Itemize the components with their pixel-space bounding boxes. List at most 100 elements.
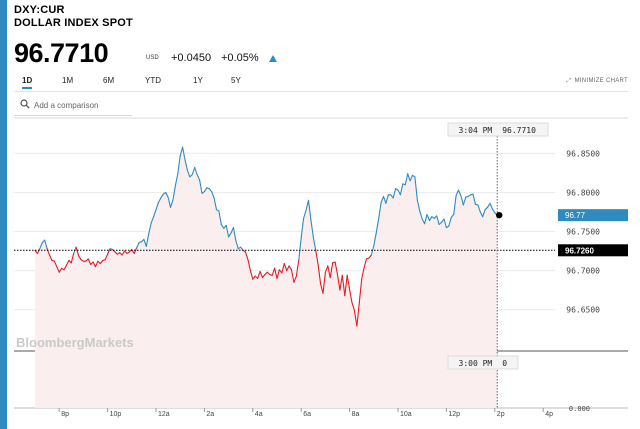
price-line-segment [349, 288, 353, 304]
price-line-segment [56, 266, 60, 273]
price-line-segment [329, 262, 334, 279]
price-line-segment [259, 270, 264, 279]
price-line-segment [382, 195, 387, 204]
tab-1y[interactable]: 1Y [193, 76, 203, 85]
price-line-segment [448, 216, 452, 227]
tab-1m[interactable]: 1M [62, 76, 74, 85]
price-line-segment [336, 273, 341, 291]
x-tick-label: 12p [448, 411, 460, 418]
x-tick-label: 6a [303, 411, 311, 418]
y-tick-label: 96.7000 [566, 267, 600, 276]
price-line-segment [300, 217, 305, 239]
price-line-segment [220, 223, 225, 229]
price-line-segment [320, 283, 324, 294]
price-line-segment [114, 251, 118, 255]
minimize-chart-button[interactable]: ⤢ MINIMIZE CHART [566, 78, 628, 85]
price-line-segment [240, 246, 244, 251]
price-line-segment [261, 273, 266, 279]
price-line-segment [317, 263, 322, 285]
price-line-segment [48, 254, 53, 261]
price-line-segment [196, 173, 201, 181]
price-line-segment [486, 202, 491, 208]
price-line-segment [94, 260, 99, 268]
x-tick-label: 10p [110, 411, 122, 418]
price-line-segment [97, 260, 101, 265]
price-line-segment [203, 187, 208, 193]
x-tick-label: 2a [206, 411, 214, 418]
price-line-segment [53, 260, 58, 268]
search-icon [20, 99, 30, 109]
tab-1d[interactable]: 1D [22, 76, 33, 89]
price-line-segment [153, 209, 157, 218]
price-line-segment [407, 173, 411, 182]
price-line-segment [165, 191, 169, 198]
price-line-segment [315, 249, 319, 265]
price-line-segment [310, 219, 314, 238]
price-line-segment [39, 241, 43, 250]
price-line-segment [107, 248, 111, 255]
price-line-segment [58, 267, 63, 273]
price-line-segment [479, 211, 484, 218]
price-line-segment [75, 246, 80, 257]
price-line-segment [453, 195, 457, 215]
price-line-segment [65, 259, 70, 266]
price-line-segment [303, 209, 307, 219]
price-line-segment [247, 259, 251, 272]
price-line-segment [179, 146, 184, 157]
y-tick-label: 96.8500 [566, 149, 600, 158]
price-line-segment [368, 254, 372, 259]
crosshair-label-box [447, 122, 549, 137]
price-line-segment [450, 213, 455, 219]
comparison-input[interactable] [34, 97, 130, 113]
price-line-segment [148, 222, 152, 235]
price-line-segment [322, 271, 326, 294]
price-line-segment [249, 270, 254, 280]
price-line-segment [123, 250, 128, 254]
security-name: DOLLAR INDEX SPOT [14, 17, 133, 29]
price-line-segment [266, 271, 271, 276]
price-line-segment [155, 202, 159, 211]
price-line-segment [356, 302, 360, 327]
price-line-segment [460, 195, 464, 206]
price-line-segment [424, 213, 428, 225]
price-line-segment [392, 188, 397, 199]
price-line-segment [143, 238, 147, 247]
price-line-segment [298, 237, 302, 261]
volume-label-box [447, 355, 519, 370]
x-tick-label: 4p [545, 411, 553, 418]
price-line-segment [397, 189, 401, 196]
minimize-chart-label: MINIMIZE CHART [574, 78, 628, 84]
up-arrow-icon [269, 55, 277, 62]
x-tick-label: 8a [352, 411, 360, 418]
price-line-segment [290, 269, 295, 283]
price-line-segment [46, 248, 51, 256]
price-line-segment [208, 188, 213, 193]
accent-bar [0, 0, 7, 429]
price-line-segment [157, 197, 162, 204]
price-line-segment [286, 265, 290, 272]
price-line-segment [378, 202, 382, 220]
price-line-segment [482, 209, 486, 218]
price-line-segment [414, 176, 418, 201]
price-line-segment [145, 233, 150, 247]
price-area-fill [35, 147, 498, 408]
price-line-segment [121, 250, 126, 256]
x-tick-label: 10a [400, 411, 412, 418]
price-line-segment [136, 241, 140, 249]
price-line-segment [244, 251, 249, 261]
volume-zero-label: 0.000 [569, 405, 590, 413]
price-line-segment [419, 210, 423, 220]
tab-5y[interactable]: 5Y [231, 76, 241, 85]
price-line-segment [235, 240, 239, 250]
price-line-segment [283, 263, 288, 272]
price-line-segment [462, 196, 467, 206]
price-line-segment [346, 274, 351, 290]
tab-ytd[interactable]: YTD [145, 76, 161, 85]
price-line-segment [232, 227, 237, 242]
price-line-segment [293, 275, 297, 283]
price-line-segment [288, 265, 293, 271]
tab-6m[interactable]: 6M [103, 76, 115, 85]
comparison-search [14, 94, 132, 116]
collapse-arrows-icon: ⤢ [566, 78, 572, 84]
